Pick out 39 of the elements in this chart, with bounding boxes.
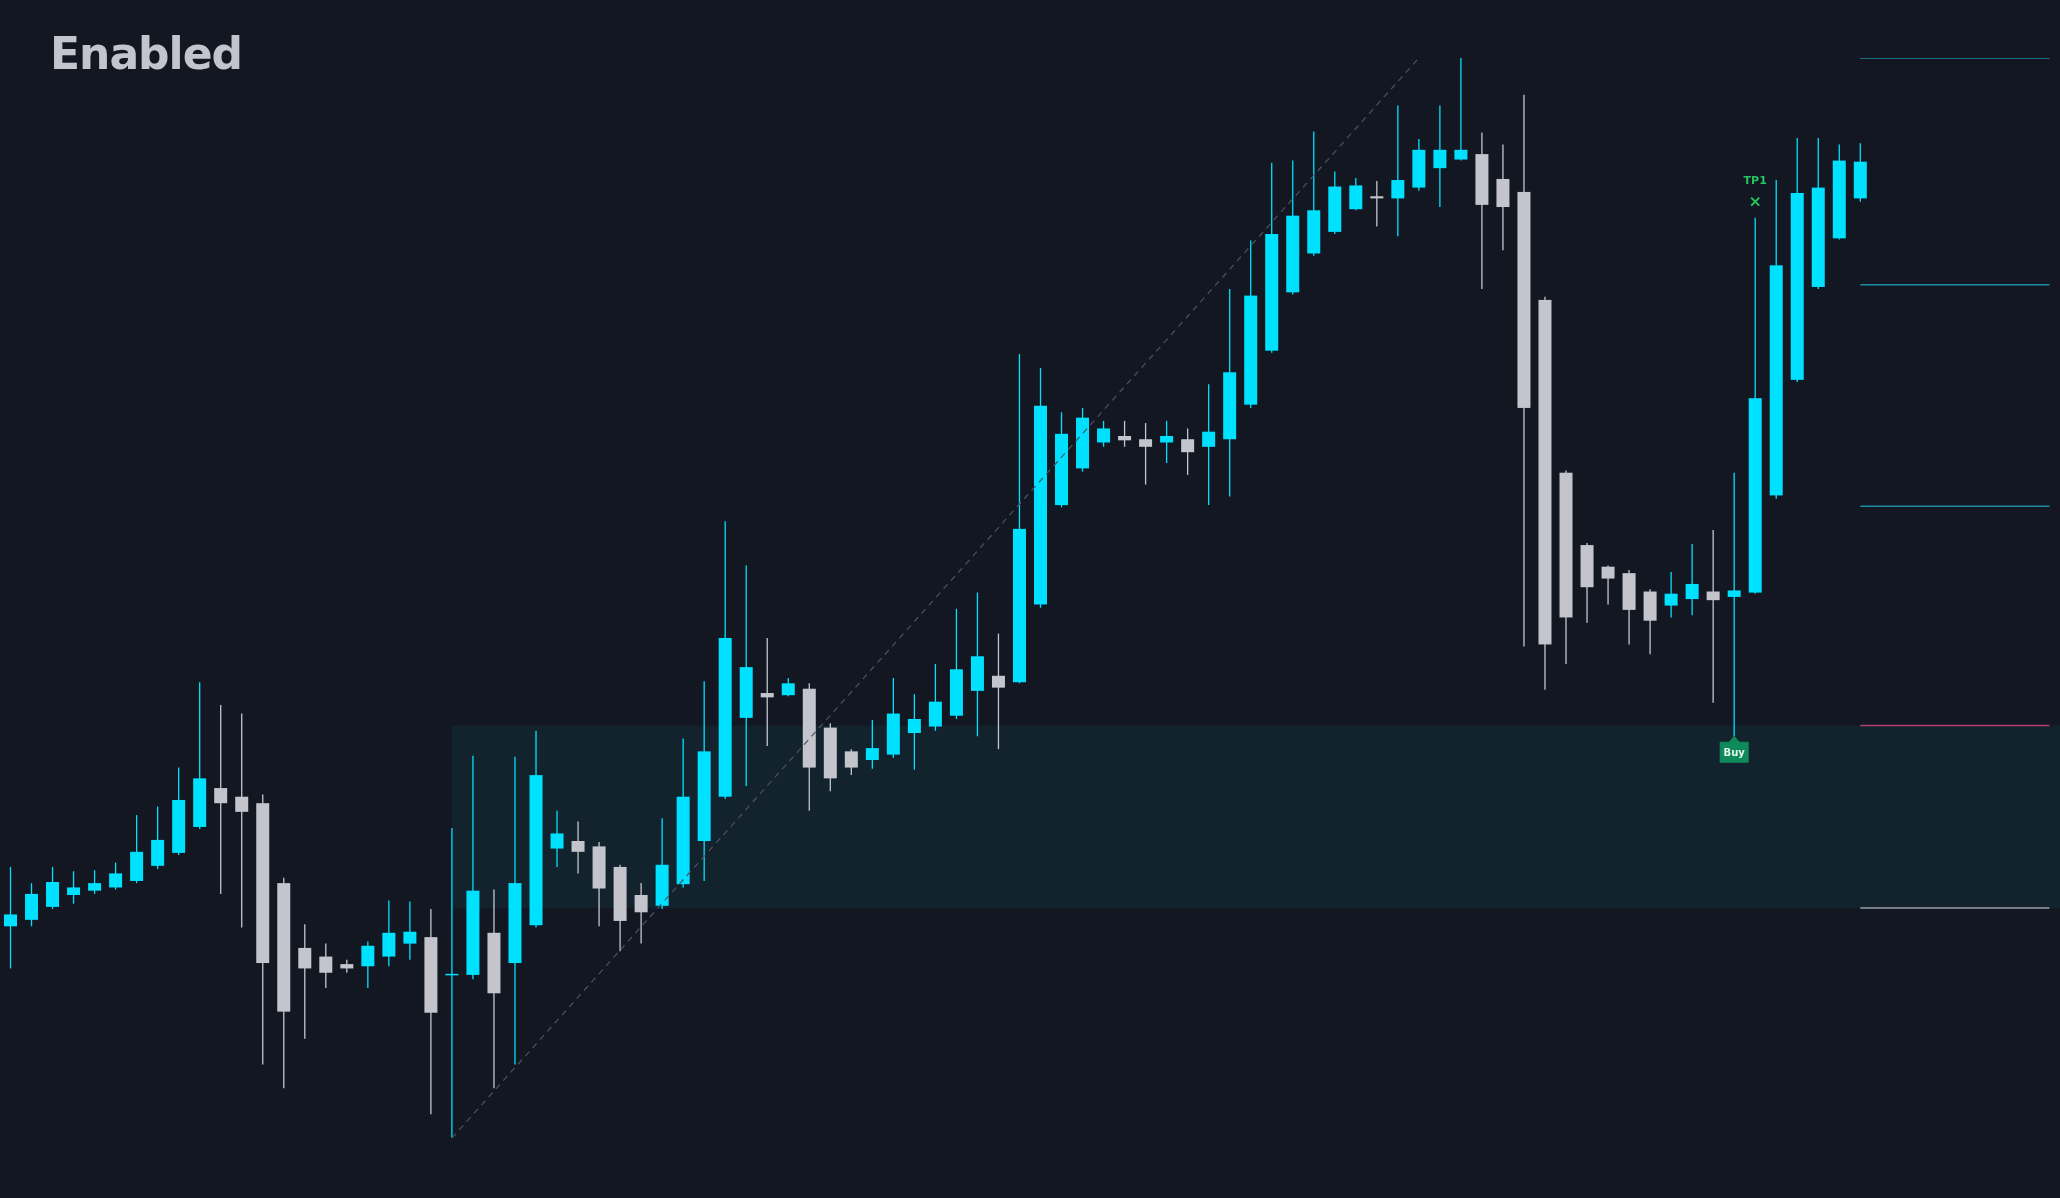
candlestick xyxy=(1097,420,1111,448)
candlestick xyxy=(1139,422,1153,486)
candlestick xyxy=(1118,420,1132,448)
candlestick xyxy=(991,632,1005,750)
chart-title: Enabled xyxy=(50,28,242,79)
candlestick xyxy=(1454,58,1468,162)
candlestick xyxy=(1202,383,1216,506)
candlestick xyxy=(781,677,795,697)
candlestick xyxy=(550,810,564,868)
candlestick xyxy=(403,900,417,961)
candlestick xyxy=(319,942,333,989)
candlestick xyxy=(298,923,312,1040)
candlestick xyxy=(1433,104,1447,208)
candlestick xyxy=(1664,571,1678,619)
candlestick xyxy=(88,869,102,895)
candlestick xyxy=(865,719,879,770)
candlestick xyxy=(1685,543,1699,616)
candlestick xyxy=(1181,427,1195,476)
candlestick xyxy=(361,940,375,989)
candlestick xyxy=(634,882,648,945)
candlestick xyxy=(1349,177,1363,211)
candlestick xyxy=(1706,529,1720,704)
candlestick xyxy=(1727,472,1741,737)
candlestick xyxy=(571,820,585,875)
candlestick xyxy=(1160,420,1174,464)
candlestick xyxy=(844,748,858,776)
annotation: Buy xyxy=(1723,747,1746,759)
annotation: TP1 xyxy=(1743,173,1767,187)
candlestick xyxy=(907,693,921,771)
candlestick xyxy=(4,866,17,970)
candlestick xyxy=(1370,180,1384,228)
candlestick xyxy=(760,637,774,747)
candlestick xyxy=(67,870,81,905)
candlestick xyxy=(1601,564,1615,606)
candlestick xyxy=(1391,104,1405,237)
candlestick xyxy=(214,704,228,895)
candlestick xyxy=(382,899,396,967)
candlestick xyxy=(109,861,123,891)
candlestick xyxy=(235,712,249,929)
